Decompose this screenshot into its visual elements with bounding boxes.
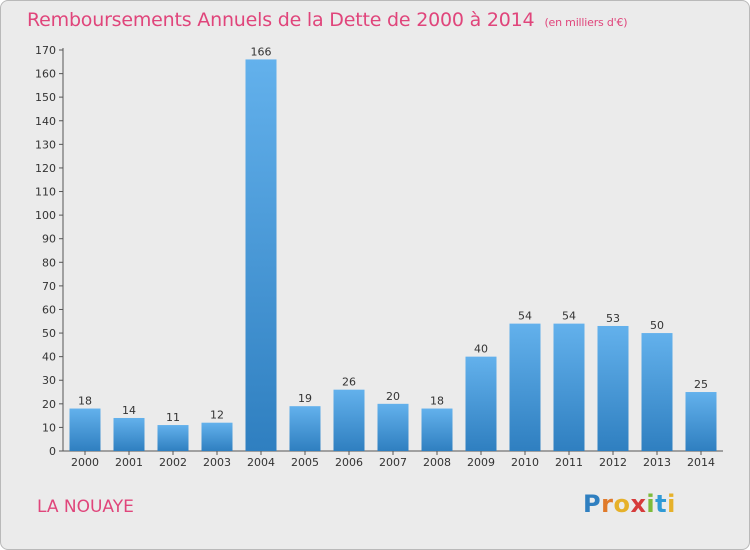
data-label-2007: 20	[386, 390, 400, 403]
data-label-2001: 14	[122, 404, 136, 417]
bar-2002	[157, 425, 189, 451]
bar-2013	[641, 333, 673, 451]
chart-unit: (en milliers d'€)	[544, 16, 628, 29]
commune-name: LA NOUAYE	[37, 497, 134, 517]
x-tick-label-2009: 2009	[467, 456, 495, 469]
x-tick-label-2006: 2006	[335, 456, 363, 469]
logo-letter: x	[630, 490, 647, 518]
y-tick-label: 60	[42, 303, 56, 316]
x-tick-label-2011: 2011	[555, 456, 583, 469]
x-tick-label-2014: 2014	[687, 456, 715, 469]
data-label-2013: 50	[650, 319, 664, 332]
data-label-2000: 18	[78, 395, 92, 408]
logo-letter: i	[646, 490, 656, 518]
data-label-2011: 54	[562, 310, 576, 323]
bar-2004	[245, 59, 277, 451]
logo-letter: r	[601, 490, 614, 518]
y-tick-label: 90	[42, 233, 56, 246]
x-tick-label-2002: 2002	[159, 456, 187, 469]
data-label-2005: 19	[298, 392, 312, 405]
data-label-2014: 25	[694, 378, 708, 391]
bar-2005	[289, 406, 321, 451]
bar-2011	[553, 323, 585, 451]
y-tick-label: 10	[42, 421, 56, 434]
logo-letter: t	[655, 490, 668, 518]
x-tick-label-2003: 2003	[203, 456, 231, 469]
y-tick-label: 80	[42, 256, 56, 269]
y-tick-label: 0	[49, 445, 56, 458]
x-tick-label-2000: 2000	[71, 456, 99, 469]
proxiti-logo: Proxiti	[583, 490, 676, 518]
logo-letter: o	[613, 490, 631, 518]
y-tick-label: 150	[35, 91, 56, 104]
y-tick-label: 130	[35, 138, 56, 151]
x-tick-label-2012: 2012	[599, 456, 627, 469]
bar-2003	[201, 422, 233, 451]
chart-title: Remboursements Annuels de la Dette de 20…	[27, 9, 628, 31]
bar-2007	[377, 403, 409, 451]
bar-2000	[69, 408, 101, 451]
y-tick-label: 40	[42, 351, 56, 364]
bar-2014	[685, 392, 717, 451]
y-tick-label: 110	[35, 186, 56, 199]
y-tick-label: 20	[42, 398, 56, 411]
y-tick-label: 50	[42, 327, 56, 340]
data-label-2003: 12	[210, 409, 224, 422]
x-tick-label-2013: 2013	[643, 456, 671, 469]
x-tick-label-2008: 2008	[423, 456, 451, 469]
x-tick-label-2010: 2010	[511, 456, 539, 469]
data-label-2009: 40	[474, 343, 488, 356]
logo-letter: i	[667, 490, 676, 518]
x-tick-label-2007: 2007	[379, 456, 407, 469]
y-tick-label: 30	[42, 374, 56, 387]
data-label-2010: 54	[518, 310, 532, 323]
y-tick-label: 140	[35, 115, 56, 128]
bar-2012	[597, 325, 629, 451]
x-tick-label-2004: 2004	[247, 456, 275, 469]
data-label-2006: 26	[342, 376, 356, 389]
y-tick-label: 170	[35, 44, 56, 57]
x-tick-label-2001: 2001	[115, 456, 143, 469]
logo-letter: P	[583, 490, 602, 518]
y-tick-label: 70	[42, 280, 56, 293]
bar-2001	[113, 417, 145, 451]
data-label-2002: 11	[166, 411, 180, 424]
data-label-2008: 18	[430, 395, 444, 408]
bar-2008	[421, 408, 453, 451]
bar-2010	[509, 323, 541, 451]
bar-2009	[465, 356, 497, 451]
chart-title-text: Remboursements Annuels de la Dette de 20…	[27, 9, 535, 31]
y-tick-label: 160	[35, 68, 56, 81]
data-label-2012: 53	[606, 312, 620, 325]
y-tick-label: 120	[35, 162, 56, 175]
x-tick-label-2005: 2005	[291, 456, 319, 469]
data-label-2004: 166	[251, 45, 272, 58]
y-tick-label: 100	[35, 209, 56, 222]
bar-2006	[333, 389, 365, 451]
